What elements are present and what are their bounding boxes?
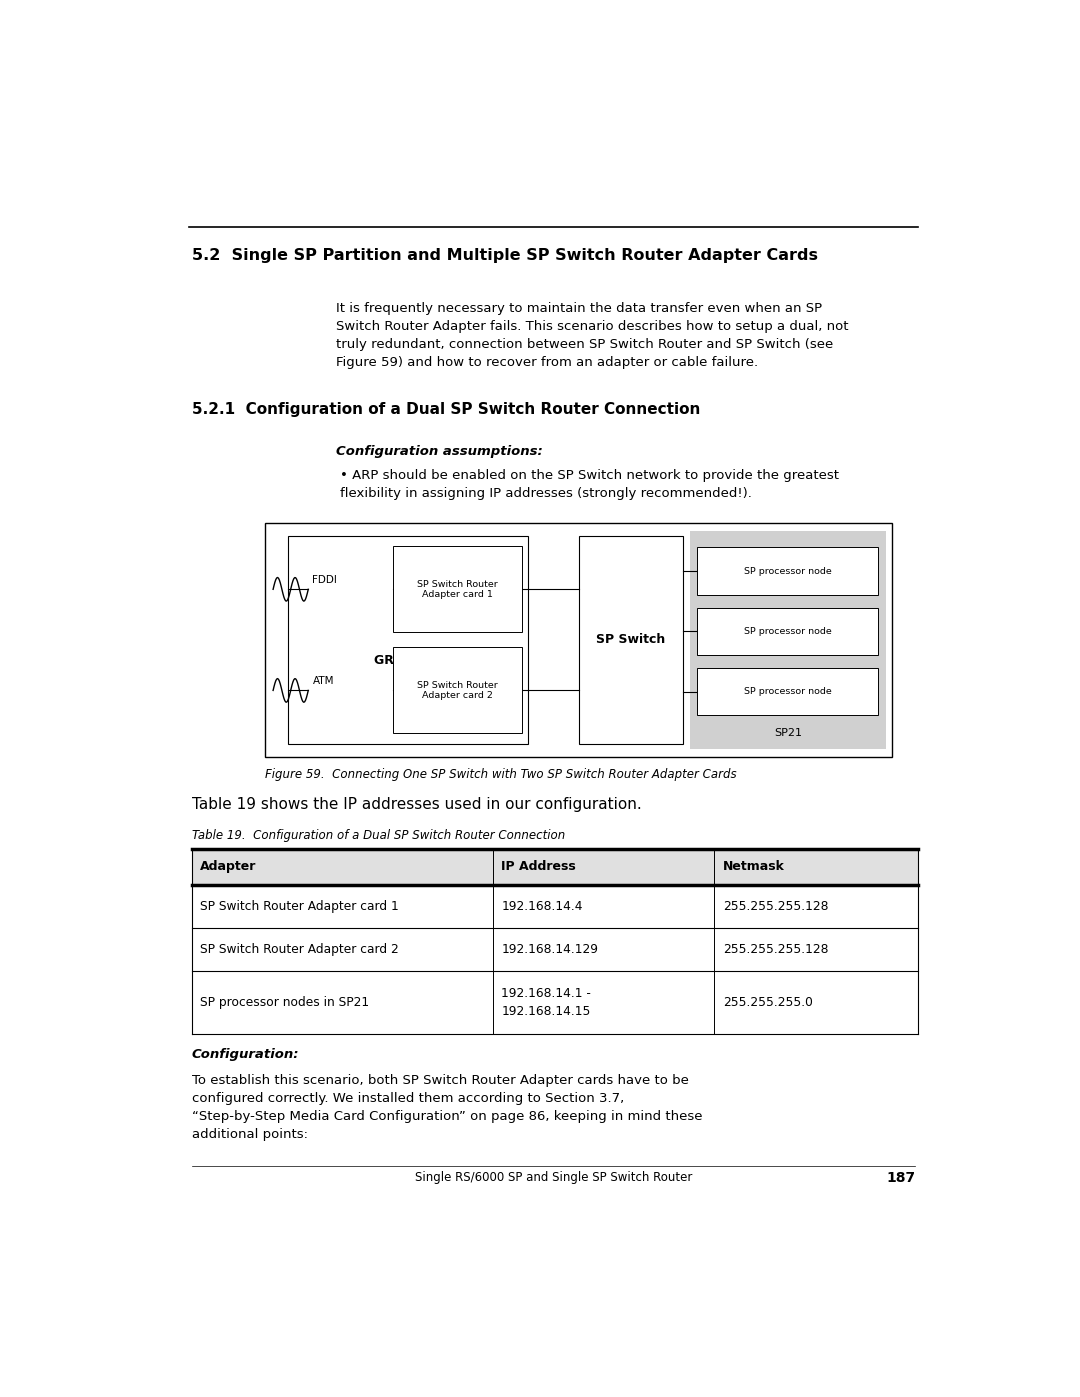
- Text: GRF 1600: GRF 1600: [375, 654, 442, 668]
- Bar: [698, 668, 878, 715]
- Text: SP processor nodes in SP21: SP processor nodes in SP21: [200, 996, 369, 1009]
- Text: 192.168.14.4: 192.168.14.4: [501, 900, 583, 914]
- Text: Figure 59.  Connecting One SP Switch with Two SP Switch Router Adapter Cards: Figure 59. Connecting One SP Switch with…: [265, 768, 737, 781]
- Text: 5.2  Single SP Partition and Multiple SP Switch Router Adapter Cards: 5.2 Single SP Partition and Multiple SP …: [192, 249, 818, 263]
- Text: Table 19 shows the IP addresses used in our configuration.: Table 19 shows the IP addresses used in …: [192, 796, 642, 812]
- Text: 255.255.255.0: 255.255.255.0: [723, 996, 812, 1009]
- Text: 255.255.255.128: 255.255.255.128: [723, 900, 828, 914]
- Text: Netmask: Netmask: [723, 861, 785, 873]
- Bar: [288, 535, 528, 745]
- Bar: [579, 535, 684, 745]
- Text: 192.168.14.1 -
192.168.14.15: 192.168.14.1 - 192.168.14.15: [501, 986, 592, 1018]
- Text: SP Switch Router Adapter card 2: SP Switch Router Adapter card 2: [200, 943, 399, 956]
- Bar: [265, 522, 892, 757]
- Text: 192.168.14.129: 192.168.14.129: [501, 943, 598, 956]
- Text: 255.255.255.128: 255.255.255.128: [723, 943, 828, 956]
- Text: • ARP should be enabled on the SP Switch network to provide the greatest
flexibi: • ARP should be enabled on the SP Switch…: [340, 469, 839, 500]
- Text: IP Address: IP Address: [501, 861, 577, 873]
- Text: FDDI: FDDI: [312, 576, 337, 585]
- Text: SP Switch Router
Adapter card 2: SP Switch Router Adapter card 2: [417, 680, 498, 700]
- Text: SP Switch Router Adapter card 1: SP Switch Router Adapter card 1: [200, 900, 399, 914]
- Bar: [690, 531, 886, 749]
- Text: ATM: ATM: [312, 676, 334, 686]
- Text: SP processor node: SP processor node: [744, 627, 832, 636]
- Text: 187: 187: [886, 1171, 915, 1185]
- Text: SP21: SP21: [774, 728, 801, 738]
- Text: SP processor node: SP processor node: [744, 687, 832, 696]
- Text: SP Switch: SP Switch: [596, 633, 665, 647]
- Bar: [192, 848, 918, 886]
- Text: It is frequently necessary to maintain the data transfer even when an SP
Switch : It is frequently necessary to maintain t…: [336, 302, 849, 369]
- Text: To establish this scenario, both SP Switch Router Adapter cards have to be
confi: To establish this scenario, both SP Swit…: [192, 1074, 702, 1141]
- Text: 5.2.1  Configuration of a Dual SP Switch Router Connection: 5.2.1 Configuration of a Dual SP Switch …: [192, 402, 700, 418]
- Bar: [393, 647, 522, 733]
- Text: Single RS/6000 SP and Single SP Switch Router: Single RS/6000 SP and Single SP Switch R…: [415, 1171, 692, 1185]
- Text: Table 19.  Configuration of a Dual SP Switch Router Connection: Table 19. Configuration of a Dual SP Swi…: [192, 830, 565, 842]
- Bar: [393, 546, 522, 633]
- Bar: [698, 608, 878, 655]
- Text: SP Switch Router
Adapter card 1: SP Switch Router Adapter card 1: [417, 580, 498, 599]
- Text: Configuration:: Configuration:: [192, 1048, 299, 1060]
- Text: Adapter: Adapter: [200, 861, 257, 873]
- Text: Configuration assumptions:: Configuration assumptions:: [336, 446, 542, 458]
- Bar: [698, 548, 878, 595]
- Text: SP processor node: SP processor node: [744, 567, 832, 576]
